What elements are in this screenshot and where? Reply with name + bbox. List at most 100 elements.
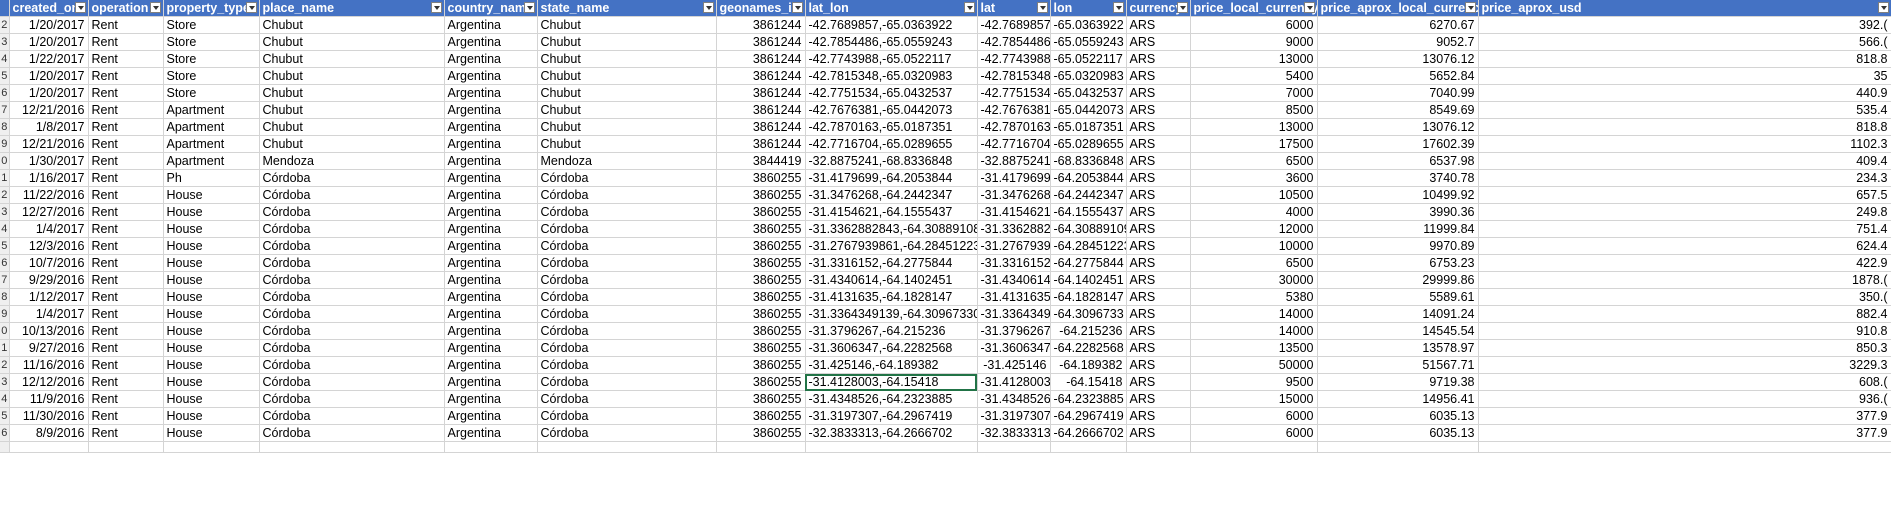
row-number[interactable]: 9 bbox=[0, 305, 10, 323]
cell-lat[interactable]: -42.7716704 bbox=[977, 135, 1051, 153]
cell-lat-lon[interactable]: -32.3833313,-64.2666702 bbox=[805, 424, 978, 442]
cell-price-aprox-local-currency[interactable]: 7040.99 bbox=[1317, 84, 1479, 102]
cell-state-name[interactable]: Chubut bbox=[537, 33, 717, 51]
cell-price-local-currency[interactable]: 30000 bbox=[1190, 271, 1318, 289]
cell-lat-lon[interactable]: -31.3606347,-64.2282568 bbox=[805, 339, 978, 357]
cell-operation[interactable]: Rent bbox=[88, 101, 164, 119]
cell-lon[interactable]: -64.1555437 bbox=[1050, 203, 1127, 221]
empty-cell[interactable] bbox=[163, 441, 260, 453]
cell-lon[interactable]: -64.28451223 bbox=[1050, 237, 1127, 255]
cell-currency[interactable]: ARS bbox=[1126, 271, 1191, 289]
cell-property-type[interactable]: House bbox=[163, 407, 260, 425]
cell-lon[interactable]: -65.0289655 bbox=[1050, 135, 1127, 153]
cell-price-aprox-local-currency[interactable]: 29999.86 bbox=[1317, 271, 1479, 289]
cell-created-on[interactable]: 1/8/2017 bbox=[9, 118, 89, 136]
cell-place-name[interactable]: Córdoba bbox=[259, 169, 445, 187]
cell-price-aprox-local-currency[interactable]: 14091.24 bbox=[1317, 305, 1479, 323]
empty-cell[interactable] bbox=[259, 441, 445, 453]
empty-cell[interactable] bbox=[977, 441, 1051, 453]
filter-dropdown-icon[interactable] bbox=[523, 2, 535, 13]
cell-property-type[interactable]: House bbox=[163, 271, 260, 289]
row-number[interactable]: 6 bbox=[0, 84, 10, 102]
cell-price-local-currency[interactable]: 6500 bbox=[1190, 152, 1318, 170]
cell-currency[interactable]: ARS bbox=[1126, 288, 1191, 306]
cell-place-name[interactable]: Córdoba bbox=[259, 356, 445, 374]
cell-country-name[interactable]: Argentina bbox=[444, 271, 538, 289]
row-number[interactable]: 1 bbox=[0, 169, 10, 187]
cell-country-name[interactable]: Argentina bbox=[444, 84, 538, 102]
cell-operation[interactable]: Rent bbox=[88, 220, 164, 238]
cell-price-aprox-usd[interactable]: 3229.3 bbox=[1478, 356, 1891, 374]
cell-lon[interactable]: -64.15418 bbox=[1050, 373, 1127, 391]
cell-lon[interactable]: -64.2666702 bbox=[1050, 424, 1127, 442]
row-number[interactable] bbox=[0, 441, 10, 453]
cell-state-name[interactable]: Córdoba bbox=[537, 203, 717, 221]
cell-currency[interactable]: ARS bbox=[1126, 203, 1191, 221]
row-number[interactable]: 5 bbox=[0, 237, 10, 255]
cell-state-name[interactable]: Córdoba bbox=[537, 356, 717, 374]
column-header-lon[interactable]: lon bbox=[1050, 0, 1127, 17]
cell-state-name[interactable]: Chubut bbox=[537, 67, 717, 85]
column-header-geonames-id[interactable]: geonames_id bbox=[716, 0, 806, 17]
cell-price-local-currency[interactable]: 7000 bbox=[1190, 84, 1318, 102]
cell-operation[interactable]: Rent bbox=[88, 254, 164, 272]
cell-property-type[interactable]: House bbox=[163, 322, 260, 340]
cell-lat[interactable]: -31.4340614 bbox=[977, 271, 1051, 289]
cell-place-name[interactable]: Córdoba bbox=[259, 339, 445, 357]
cell-price-local-currency[interactable]: 13000 bbox=[1190, 118, 1318, 136]
cell-lat[interactable]: -42.7743988 bbox=[977, 50, 1051, 68]
cell-state-name[interactable]: Córdoba bbox=[537, 424, 717, 442]
cell-lon[interactable]: -64.1828147 bbox=[1050, 288, 1127, 306]
cell-price-aprox-local-currency[interactable]: 17602.39 bbox=[1317, 135, 1479, 153]
cell-price-local-currency[interactable]: 10000 bbox=[1190, 237, 1318, 255]
cell-price-local-currency[interactable]: 4000 bbox=[1190, 203, 1318, 221]
cell-country-name[interactable]: Argentina bbox=[444, 237, 538, 255]
cell-created-on[interactable]: 10/7/2016 bbox=[9, 254, 89, 272]
cell-geonames-id[interactable]: 3860255 bbox=[716, 237, 806, 255]
cell-place-name[interactable]: Chubut bbox=[259, 135, 445, 153]
cell-state-name[interactable]: Chubut bbox=[537, 84, 717, 102]
cell-place-name[interactable]: Chubut bbox=[259, 16, 445, 34]
cell-place-name[interactable]: Córdoba bbox=[259, 288, 445, 306]
cell-lat-lon[interactable]: -42.7716704,-65.0289655 bbox=[805, 135, 978, 153]
cell-lon[interactable]: -65.0559243 bbox=[1050, 33, 1127, 51]
cell-geonames-id[interactable]: 3860255 bbox=[716, 373, 806, 391]
cell-operation[interactable]: Rent bbox=[88, 373, 164, 391]
cell-created-on[interactable]: 12/3/2016 bbox=[9, 237, 89, 255]
empty-cell[interactable] bbox=[444, 441, 538, 453]
cell-price-local-currency[interactable]: 12000 bbox=[1190, 220, 1318, 238]
cell-state-name[interactable]: Córdoba bbox=[537, 322, 717, 340]
cell-lat-lon[interactable]: -31.3362882843,-64.3088910878 bbox=[805, 220, 978, 238]
cell-country-name[interactable]: Argentina bbox=[444, 67, 538, 85]
cell-lon[interactable]: -65.0432537 bbox=[1050, 84, 1127, 102]
cell-price-local-currency[interactable]: 15000 bbox=[1190, 390, 1318, 408]
cell-created-on[interactable]: 11/16/2016 bbox=[9, 356, 89, 374]
cell-country-name[interactable]: Argentina bbox=[444, 339, 538, 357]
cell-created-on[interactable]: 1/4/2017 bbox=[9, 305, 89, 323]
cell-geonames-id[interactable]: 3860255 bbox=[716, 322, 806, 340]
cell-operation[interactable]: Rent bbox=[88, 390, 164, 408]
cell-lat[interactable]: -31.3197307 bbox=[977, 407, 1051, 425]
cell-geonames-id[interactable]: 3860255 bbox=[716, 186, 806, 204]
cell-price-aprox-usd[interactable]: 350.( bbox=[1478, 288, 1891, 306]
cell-created-on[interactable]: 12/12/2016 bbox=[9, 373, 89, 391]
cell-currency[interactable]: ARS bbox=[1126, 67, 1191, 85]
cell-price-aprox-local-currency[interactable]: 13076.12 bbox=[1317, 118, 1479, 136]
cell-price-local-currency[interactable]: 6000 bbox=[1190, 424, 1318, 442]
cell-property-type[interactable]: Store bbox=[163, 50, 260, 68]
cell-operation[interactable]: Rent bbox=[88, 322, 164, 340]
cell-price-aprox-local-currency[interactable]: 3740.78 bbox=[1317, 169, 1479, 187]
empty-cell[interactable] bbox=[805, 441, 978, 453]
cell-property-type[interactable]: Apartment bbox=[163, 101, 260, 119]
cell-country-name[interactable]: Argentina bbox=[444, 152, 538, 170]
corner-cell[interactable] bbox=[0, 0, 10, 17]
cell-country-name[interactable]: Argentina bbox=[444, 220, 538, 238]
cell-geonames-id[interactable]: 3860255 bbox=[716, 424, 806, 442]
cell-currency[interactable]: ARS bbox=[1126, 254, 1191, 272]
cell-lat[interactable]: -31.33628828 bbox=[977, 220, 1051, 238]
cell-currency[interactable]: ARS bbox=[1126, 220, 1191, 238]
row-number[interactable]: 6 bbox=[0, 424, 10, 442]
cell-price-aprox-local-currency[interactable]: 9970.89 bbox=[1317, 237, 1479, 255]
cell-price-aprox-usd[interactable]: 608.( bbox=[1478, 373, 1891, 391]
cell-price-local-currency[interactable]: 14000 bbox=[1190, 322, 1318, 340]
